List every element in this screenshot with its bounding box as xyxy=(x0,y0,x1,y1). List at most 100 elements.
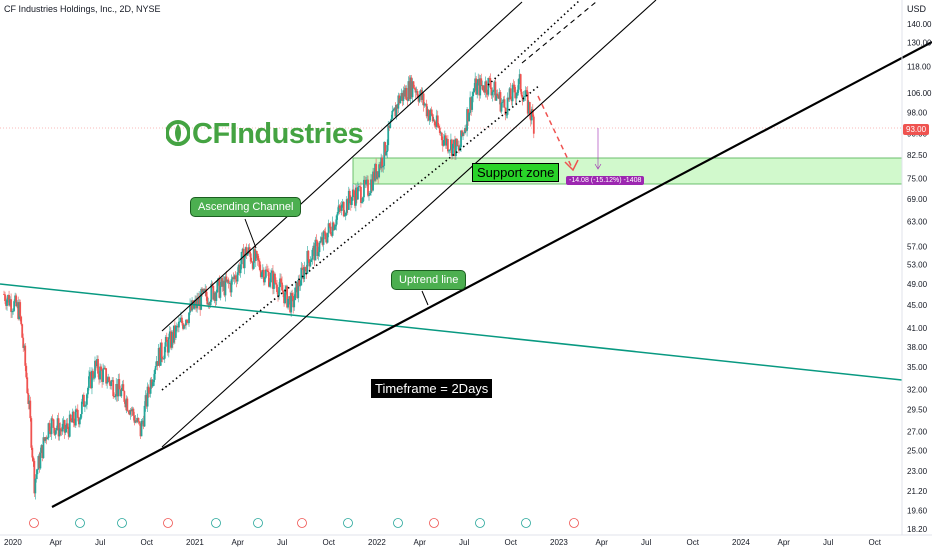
channel-mid-line-dotted-ext[interactable] xyxy=(487,0,581,86)
candle-body xyxy=(9,299,11,306)
candle-body xyxy=(201,288,204,293)
event-marker-icon[interactable] xyxy=(29,518,39,528)
candle-body xyxy=(7,294,9,300)
long-term-trend-line[interactable] xyxy=(0,283,903,381)
event-marker-icon[interactable] xyxy=(521,518,531,528)
candle-body xyxy=(374,164,376,181)
candle-body xyxy=(179,321,181,323)
candle-body xyxy=(360,186,362,203)
candle-body xyxy=(83,405,86,407)
candle-body xyxy=(288,296,291,299)
projection-arrow xyxy=(537,95,574,171)
event-marker-icon[interactable] xyxy=(211,518,221,528)
event-marker-icon[interactable] xyxy=(429,518,439,528)
channel-lower-line[interactable] xyxy=(161,0,657,448)
candle-body xyxy=(91,370,93,389)
candle-body xyxy=(412,81,415,89)
event-marker-icon[interactable] xyxy=(569,518,579,528)
candle-body xyxy=(241,248,244,252)
candle-body xyxy=(418,94,421,102)
candle-body xyxy=(516,89,519,94)
candle-body xyxy=(313,245,316,261)
candle-body xyxy=(492,90,495,92)
candle-body xyxy=(90,371,92,389)
channel-dashed-line[interactable] xyxy=(521,1,597,64)
y-tick-label: 49.00 xyxy=(907,280,928,289)
x-tick-label: Oct xyxy=(869,538,882,547)
candle-body xyxy=(140,420,143,437)
candle-body xyxy=(247,247,250,253)
candle-body xyxy=(18,302,21,319)
candle-body xyxy=(180,317,182,322)
candle-body xyxy=(133,415,136,423)
event-marker-icon[interactable] xyxy=(393,518,403,528)
x-tick-label: 2021 xyxy=(186,538,204,547)
candle-body xyxy=(86,394,88,405)
candle-body xyxy=(417,97,420,102)
candle-body xyxy=(250,261,253,263)
channel-upper-line[interactable] xyxy=(161,1,523,332)
candle-body xyxy=(271,270,273,273)
event-marker-icon[interactable] xyxy=(297,518,307,528)
candle-body xyxy=(56,418,59,428)
candle-body xyxy=(272,270,274,289)
candle-body xyxy=(330,233,333,236)
event-marker-icon[interactable] xyxy=(475,518,485,528)
candle-body xyxy=(460,130,462,147)
candle-body xyxy=(105,368,108,384)
candle-body xyxy=(388,125,391,129)
x-tick-label: Jul xyxy=(459,538,469,547)
candle-body xyxy=(485,81,488,93)
y-tick-label: 118.00 xyxy=(907,62,931,71)
candle-body xyxy=(65,423,68,429)
x-tick-label: Apr xyxy=(232,538,245,547)
candle-body xyxy=(89,371,91,377)
candle-body xyxy=(215,292,218,301)
candle-body xyxy=(427,109,430,121)
candle-body xyxy=(135,420,138,422)
uptrend-line[interactable] xyxy=(51,41,932,508)
candle-body xyxy=(396,105,399,109)
candle-body xyxy=(191,300,193,311)
candle-body xyxy=(210,283,213,302)
candle-body xyxy=(138,421,141,424)
event-markers[interactable] xyxy=(29,518,579,528)
candle-body xyxy=(437,126,440,128)
x-tick-label: Oct xyxy=(505,538,518,547)
candle-body xyxy=(382,165,385,168)
event-marker-icon[interactable] xyxy=(117,518,127,528)
event-marker-icon[interactable] xyxy=(253,518,263,528)
candle-body xyxy=(187,322,189,324)
candle-body xyxy=(509,88,512,100)
y-tick-label: 140.00 xyxy=(907,20,932,29)
candle-body xyxy=(169,331,172,348)
candle-body xyxy=(220,278,223,286)
event-marker-icon[interactable] xyxy=(75,518,85,528)
candle-body xyxy=(70,420,73,423)
candle-body xyxy=(505,114,508,116)
candle-body xyxy=(137,418,140,422)
x-tick-label: Jul xyxy=(95,538,105,547)
candle-body xyxy=(367,179,369,196)
candle-body xyxy=(466,109,468,131)
candle-body xyxy=(386,145,389,153)
candle-body xyxy=(395,105,398,117)
candle-body xyxy=(504,107,507,115)
event-marker-icon[interactable] xyxy=(163,518,173,528)
candle-body xyxy=(291,293,294,297)
event-marker-icon[interactable] xyxy=(343,518,353,528)
candle-body xyxy=(177,325,179,328)
candle-body xyxy=(322,231,325,245)
y-tick-label: 29.50 xyxy=(907,405,928,414)
candle-body xyxy=(455,138,457,157)
candle-body xyxy=(358,186,360,188)
x-tick-label: Oct xyxy=(141,538,154,547)
candle-body xyxy=(529,114,532,121)
candle-body xyxy=(365,180,367,185)
candle-body xyxy=(429,109,432,116)
candle-body xyxy=(461,130,463,136)
candle-body xyxy=(493,81,496,91)
candle-body xyxy=(279,278,281,288)
candle-body xyxy=(510,99,513,102)
